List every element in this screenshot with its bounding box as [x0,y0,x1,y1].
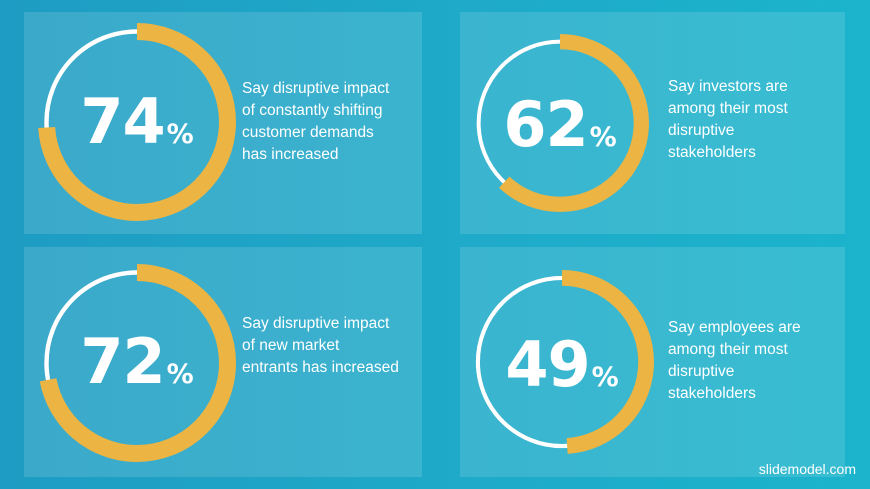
stat-caption: Say disruptive impact of constantly shif… [242,80,390,163]
stat-percentage: 62% [470,94,650,156]
donut-ring [469,269,655,455]
stat-caption: Say disruptive impact of new market entr… [242,315,399,376]
stat-percentage: 49% [469,334,655,396]
percent-sign: % [591,362,619,393]
stat-percentage: 72% [37,331,237,393]
stat-caption: Say employees are among their most disru… [668,319,801,402]
donut-ring [38,264,236,462]
percent-sign: % [589,122,617,153]
stat-card-2: 62% Say investors are among their most d… [460,12,845,234]
ring-progress-arc [469,269,655,455]
stat-percentage: 74% [37,91,237,153]
stat-card-3: 72% Say disruptive impact of new market … [24,247,422,477]
stat-value: 62 [503,88,588,161]
footer-brand: slidemodel.com [758,461,856,477]
ring-progress-arc [471,34,649,212]
percent-sign: % [166,359,194,390]
stat-card-1: 74% Say disruptive impact of constantly … [24,12,422,234]
stat-caption: Say investors are among their most disru… [668,78,788,161]
percent-sign: % [166,119,194,150]
ring-progress-arc [38,23,236,221]
stat-value: 49 [505,328,590,401]
donut-ring [38,23,236,221]
stat-value: 74 [80,85,165,158]
stat-card-4: 49% Say employees are among their most d… [460,247,845,477]
donut-ring [471,34,649,212]
stat-value: 72 [80,325,165,398]
ring-progress-arc [38,264,236,462]
